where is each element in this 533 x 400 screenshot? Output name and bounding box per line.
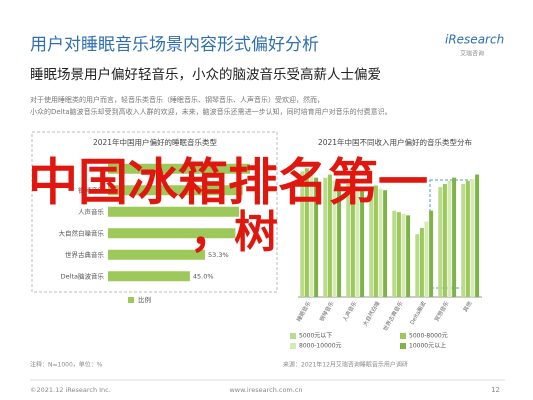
logo: iResearch [445,33,504,47]
legend-label: 5000-8000元 [409,333,448,340]
bar [332,180,337,297]
value-label: 45.0% [193,272,214,280]
note: 注释：N=1000，单位：% [30,361,103,369]
bar [108,163,250,174]
legend-swatch [290,333,296,339]
bar [465,180,470,297]
value-label: 53.3% [208,251,229,259]
overlay-text: 中国冰箱排名第一 [28,154,428,212]
bar [406,215,411,297]
legend-label: 比例 [138,295,151,304]
source: 来源：2021年12月艾瑞咨询睡眠音乐用户调研 [283,361,408,369]
bar [108,271,190,282]
category-label: 世界古典音乐 [65,250,105,259]
bar [360,190,365,297]
bar [309,174,314,297]
overlay-text: ，树 [190,207,278,258]
bar [447,180,452,297]
bar [475,174,480,297]
bar [396,212,401,297]
bar [461,183,466,297]
bar [373,185,378,297]
paragraph-line: 小众的Delta脑波音乐却受到高收入人群的欢迎，未来，脑波音乐还需进一步认知，同… [30,107,392,116]
legend-swatch [400,333,406,339]
bar [369,187,374,297]
legend-swatch [290,343,296,349]
bar [429,210,434,297]
legend-label: 8000-10000元 [299,343,342,350]
category-label: 人声音乐 [78,207,105,216]
left-chart-frame [31,131,278,293]
bar [323,177,328,297]
bar [327,174,332,297]
bar [337,183,342,297]
bar [314,177,319,297]
bar [419,227,424,297]
page-number: 12 [491,386,500,394]
bar [108,185,243,196]
bar [300,171,305,297]
bar [304,168,309,297]
bar [392,210,397,297]
site: www.iresearch.com.cn [229,386,302,394]
bar [108,249,206,260]
title: 用户对睡眠音乐场景内容形式偏好分析 [30,35,319,55]
bar [378,188,383,297]
overlay: 中国冰箱排名第一 ，树 [28,154,428,259]
logo-sub: 艾瑞咨询 [460,50,484,58]
bar [355,187,360,297]
left-chart-title: 2021年中国用户偏好的睡眠音乐类型 [93,137,218,147]
bar [401,213,406,297]
subtitle: 睡眠场景用户偏好轻音乐，小众的脑波音乐受高薪人士偏爱 [30,66,381,83]
legend-swatch [400,343,406,349]
right-chart-title: 2021年中国不同收入用户偏好的音乐类型分布 [318,137,473,147]
category-label: Delta脑波音乐 [61,271,105,280]
bar [470,179,475,297]
bar [424,221,429,297]
paragraph-line: 对于使用睡眠类的用户而言，轻音乐类音乐（睡眠音乐、钢琴音乐、人声音乐）受欢迎，然… [30,95,324,104]
bar [350,180,355,297]
bar [346,183,351,297]
legend-label: 5000元以下 [299,333,332,340]
bar [438,187,443,297]
category-label: 钢琴音乐 [78,185,105,194]
copyright: ©2021.12 iResearch Inc. [30,386,111,394]
category-label: 大自然白噪音乐 [59,228,105,237]
bar [452,177,457,297]
bar [383,190,388,297]
bar [442,183,447,297]
bar [108,228,236,239]
bar [415,234,420,297]
legend-label: 10000元以上 [409,342,446,350]
bar [108,206,240,217]
legend-swatch [128,297,134,303]
